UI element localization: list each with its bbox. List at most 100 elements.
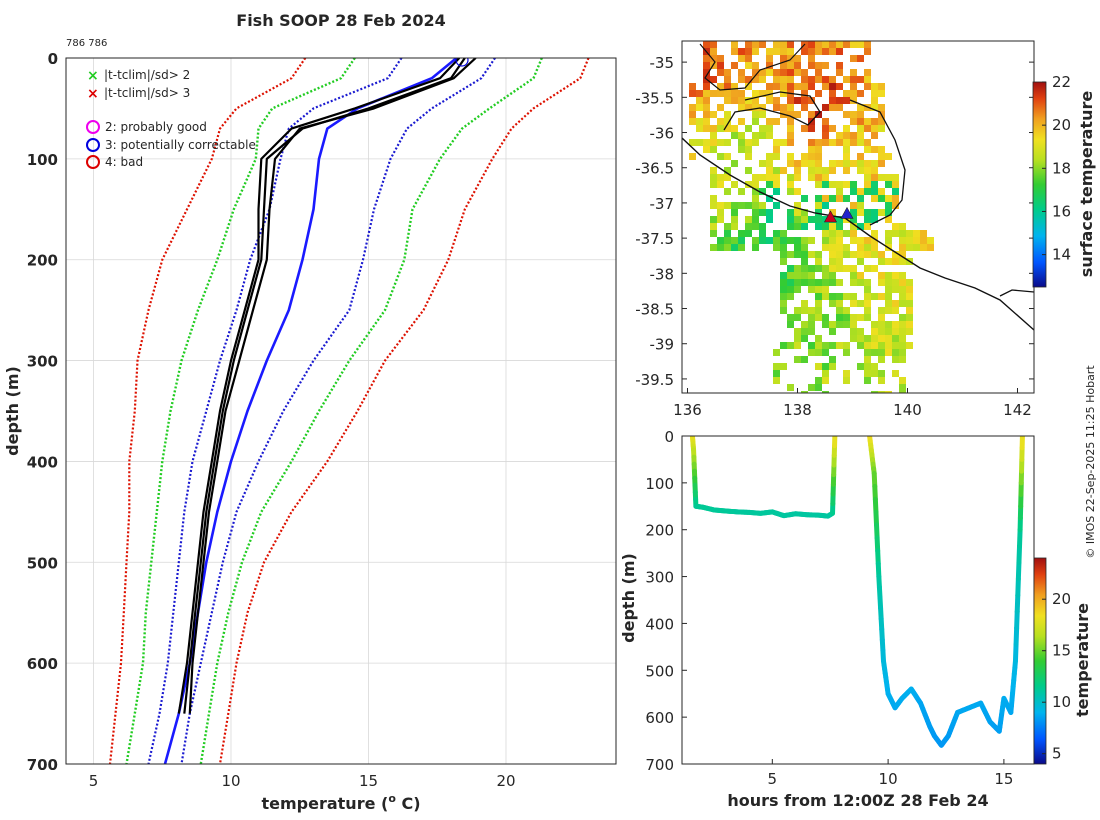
sst-pixel — [710, 230, 717, 237]
sst-pixel — [738, 244, 745, 251]
sst-colorbar-tick-label: 14 — [1052, 246, 1071, 264]
sst-pixel — [864, 377, 871, 384]
sst-pixel — [710, 55, 717, 62]
sst-pixel — [703, 125, 710, 132]
profile-xlabel-main: temperature ( — [261, 794, 388, 813]
sst-pixel — [815, 41, 822, 48]
sst-pixel — [815, 76, 822, 83]
sst-pixel — [787, 62, 794, 69]
sst-pixel — [864, 265, 871, 272]
sst-pixel — [878, 377, 885, 384]
sst-pixel — [885, 258, 892, 265]
sst-pixel — [773, 139, 780, 146]
sst-pixel — [857, 244, 864, 251]
credit-text: © IMOS 22-Sep-2025 11:25 Hobart — [1084, 365, 1097, 559]
sst-pixel — [801, 97, 808, 104]
sst-pixel — [787, 251, 794, 258]
sst-pixel — [759, 104, 766, 111]
sst-pixel — [787, 293, 794, 300]
sst-pixel — [843, 314, 850, 321]
sst-pixel — [850, 160, 857, 167]
map-ytick-label: -35 — [650, 54, 675, 72]
sst-pixel — [885, 391, 892, 393]
sst-pixel — [808, 216, 815, 223]
coastline-south — [682, 137, 1034, 331]
sst-pixel — [794, 223, 801, 230]
sst-pixel — [892, 349, 899, 356]
sst-pixel — [850, 76, 857, 83]
sst-pixel — [878, 160, 885, 167]
sst-pixel — [717, 181, 724, 188]
sst-pixel — [780, 62, 787, 69]
sst-pixel — [787, 265, 794, 272]
sst-pixel — [878, 118, 885, 125]
sst-pixel — [710, 111, 717, 118]
sst-pixel — [878, 293, 885, 300]
map-ticks: 136 138 140 142 -35 -35.5 -36 -36.5 -37 -37.5 -38 -… — [635, 54, 1034, 419]
sst-pixel — [843, 146, 850, 153]
sst-pixel — [801, 83, 808, 90]
sst-pixel — [808, 251, 815, 258]
sst-pixel — [780, 76, 787, 83]
sst-pixel — [745, 230, 752, 237]
sst-pixel — [717, 174, 724, 181]
sst-pixel — [836, 83, 843, 90]
sst-colorbar-label: surface temperature — [1077, 91, 1096, 278]
timeseries-ytick-label: 200 — [645, 522, 674, 540]
sst-pixel — [885, 293, 892, 300]
sst-pixel — [724, 244, 731, 251]
sst-pixel — [822, 125, 829, 132]
sst-pixel — [801, 48, 808, 55]
sst-pixel — [773, 237, 780, 244]
sst-pixel — [843, 160, 850, 167]
sst-pixel — [738, 139, 745, 146]
profile-series-clim-2sd — [125, 58, 356, 764]
sst-pixel — [836, 307, 843, 314]
sst-pixel — [780, 300, 787, 307]
sst-pixel — [710, 76, 717, 83]
sst-pixel — [717, 83, 724, 90]
sst-pixel — [822, 41, 829, 48]
sst-pixel — [703, 41, 710, 48]
sst-pixel — [878, 272, 885, 279]
sst-pixel — [815, 363, 822, 370]
temperature-colorbar-ticks: 5 10 15 20 — [1042, 590, 1071, 763]
sst-pixel — [836, 160, 843, 167]
figure-title: Fish SOOP 28 Feb 2024 — [236, 11, 445, 30]
sst-pixel — [801, 307, 808, 314]
sst-pixel — [871, 342, 878, 349]
sst-pixel — [836, 300, 843, 307]
sst-pixel — [815, 209, 822, 216]
sst-pixel — [892, 370, 899, 377]
sst-pixel — [773, 174, 780, 181]
sst-pixel — [794, 216, 801, 223]
profile-ytick-label: 100 — [27, 151, 58, 169]
sst-pixel — [717, 209, 724, 216]
sst-pixel — [752, 237, 759, 244]
sst-pixel — [724, 188, 731, 195]
sst-pixel — [738, 48, 745, 55]
sst-pixel — [689, 83, 696, 90]
sst-pixel — [864, 342, 871, 349]
sst-pixel — [850, 41, 857, 48]
sst-pixel — [864, 139, 871, 146]
sst-pixel — [850, 265, 857, 272]
sst-pixel — [801, 90, 808, 97]
sst-pixel — [759, 209, 766, 216]
sst-pixel — [773, 104, 780, 111]
sst-pixel — [703, 139, 710, 146]
sst-pixel — [850, 293, 857, 300]
map-track-markers — [823, 206, 854, 223]
sst-pixel — [857, 272, 864, 279]
sst-pixel — [843, 342, 850, 349]
sst-pixel — [696, 139, 703, 146]
sst-pixel — [703, 83, 710, 90]
sst-pixel — [899, 384, 906, 391]
sst-pixel — [773, 69, 780, 76]
sst-pixel — [892, 307, 899, 314]
sst-pixel — [829, 209, 836, 216]
sst-pixel — [815, 202, 822, 209]
timeseries-ytick-label: 0 — [664, 428, 674, 446]
sst-pixel — [724, 223, 731, 230]
sst-pixel — [766, 167, 773, 174]
